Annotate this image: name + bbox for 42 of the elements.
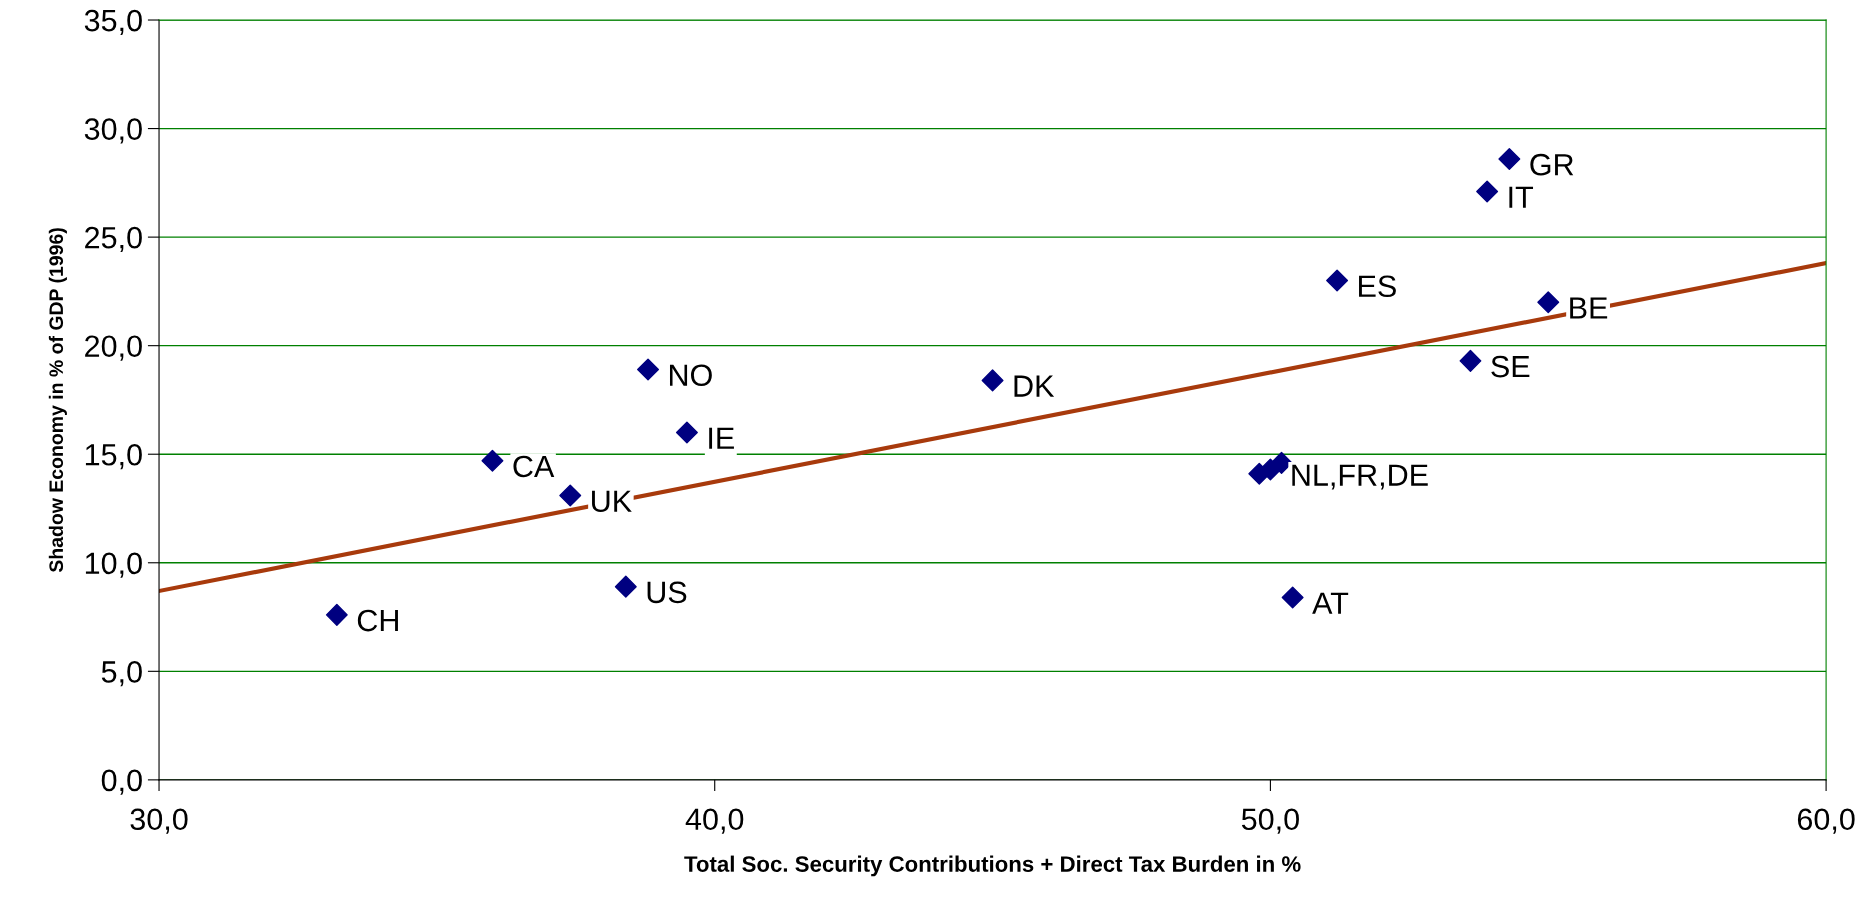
y-tick-label: 0,0 [101, 769, 142, 795]
point [1326, 269, 1349, 292]
point [675, 421, 698, 444]
y-tick-label: 35,0 [84, 9, 142, 35]
annotation: CH [357, 609, 398, 632]
point [1459, 349, 1482, 372]
annotation: CA [513, 455, 555, 478]
x-tick-label: 30,0 [130, 808, 188, 834]
x-tick-label: 60,0 [1797, 808, 1855, 834]
annotation: US [647, 581, 687, 604]
annotation: SE [1491, 355, 1530, 378]
y-axis-title: Shadow Economy in % of GDP (1996) [48, 228, 67, 573]
y-tick-label: 5,0 [101, 661, 142, 687]
point [1537, 291, 1560, 314]
point [1281, 586, 1304, 609]
x-tick-label: 50,0 [1241, 808, 1299, 834]
point [325, 603, 348, 626]
annotation: UK [592, 490, 632, 512]
point [1476, 180, 1499, 203]
y-tick-label: 20,0 [85, 335, 142, 361]
point [559, 484, 582, 507]
y-tick-label: 30,0 [84, 118, 142, 144]
point [614, 575, 637, 598]
annotation: DK [1014, 375, 1055, 397]
point [637, 358, 660, 381]
annotation: BE [1570, 297, 1608, 319]
annotation: AT [1312, 592, 1349, 614]
annotation: IE [709, 427, 734, 449]
y-tick-label: 15,0 [85, 443, 142, 470]
annotation: IT [1509, 186, 1534, 208]
annotation: NL,FR,DE [1292, 464, 1428, 490]
point [481, 449, 504, 472]
annotation: NO [669, 364, 712, 387]
x-axis-title: Total Soc. Security Contributions + Direct Tax Burden in % [684, 855, 1301, 877]
annotation: ES [1359, 275, 1396, 298]
point [1498, 147, 1521, 170]
y-tick-label: 25,0 [85, 226, 142, 253]
y-tick-label: 10,0 [85, 552, 142, 578]
point [981, 369, 1004, 392]
point [1270, 451, 1293, 474]
annotation: GR [1530, 153, 1574, 176]
x-tick-label: 40,0 [685, 808, 744, 834]
